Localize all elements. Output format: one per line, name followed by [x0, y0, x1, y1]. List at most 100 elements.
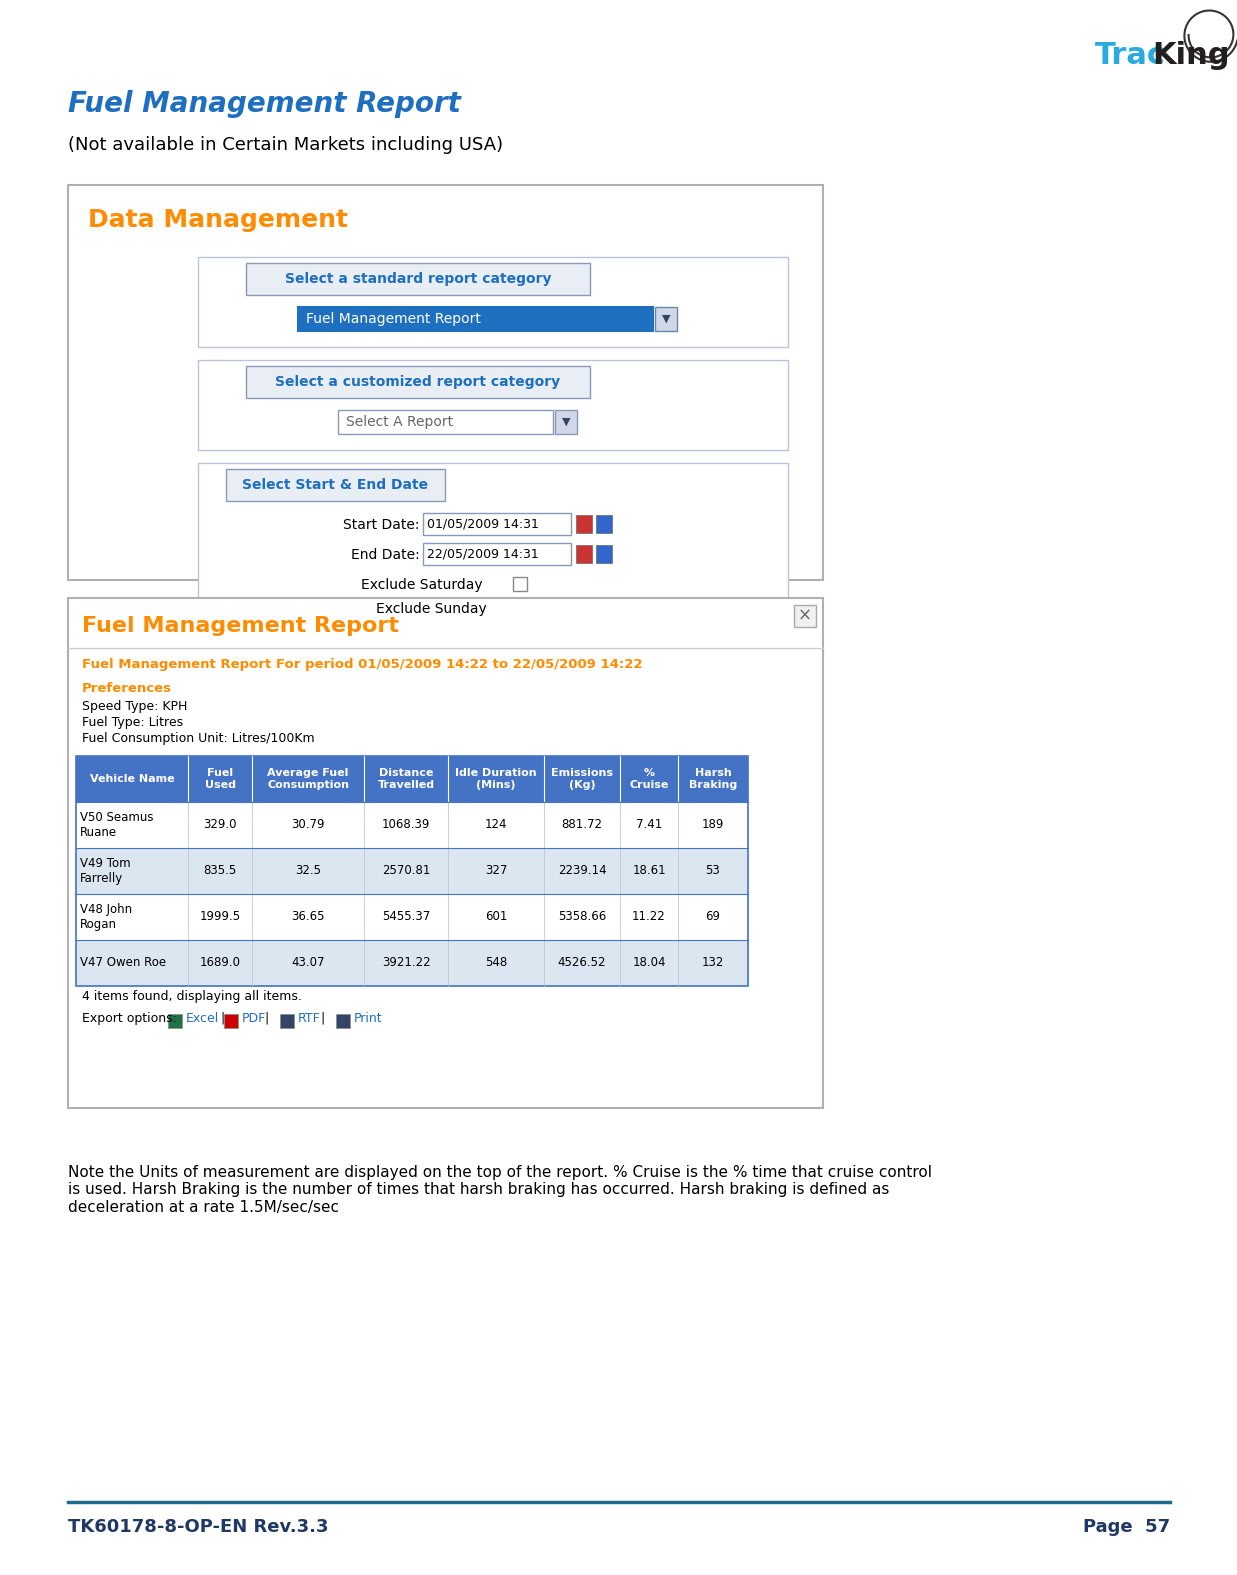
- Text: Idle Duration
(Mins): Idle Duration (Mins): [455, 769, 537, 789]
- Text: |: |: [320, 1013, 324, 1025]
- Text: %
Cruise: % Cruise: [630, 769, 669, 789]
- Text: Data Management: Data Management: [88, 208, 348, 232]
- FancyBboxPatch shape: [423, 513, 571, 536]
- FancyBboxPatch shape: [336, 1014, 350, 1028]
- FancyBboxPatch shape: [794, 605, 816, 627]
- FancyBboxPatch shape: [576, 515, 593, 532]
- Text: 18.61: 18.61: [632, 865, 666, 877]
- Text: 32.5: 32.5: [294, 865, 320, 877]
- Text: 18.04: 18.04: [632, 956, 666, 970]
- Text: V48 John
Rogan: V48 John Rogan: [80, 902, 132, 931]
- Text: 4 items found, displaying all items.: 4 items found, displaying all items.: [82, 991, 302, 1003]
- Text: 7.41: 7.41: [636, 819, 662, 832]
- Text: King: King: [1152, 41, 1230, 69]
- Text: Exclude Sunday: Exclude Sunday: [376, 602, 486, 616]
- FancyBboxPatch shape: [656, 307, 677, 331]
- Text: |: |: [220, 1013, 224, 1025]
- FancyBboxPatch shape: [198, 463, 788, 621]
- Text: TK60178-8-OP-EN Rev.3.3: TK60178-8-OP-EN Rev.3.3: [68, 1518, 329, 1536]
- Text: Note the Units of measurement are displayed on the top of the report. % Cruise i: Note the Units of measurement are displa…: [68, 1166, 931, 1214]
- Text: Fuel Management Report: Fuel Management Report: [68, 90, 461, 118]
- FancyBboxPatch shape: [75, 802, 748, 847]
- Text: 01/05/2009 14:31: 01/05/2009 14:31: [427, 518, 539, 531]
- Text: 43.07: 43.07: [291, 956, 325, 970]
- FancyBboxPatch shape: [280, 1014, 294, 1028]
- Text: Emissions
(Kg): Emissions (Kg): [550, 769, 614, 789]
- Text: GENERATE REPORT: GENERATE REPORT: [376, 649, 538, 665]
- FancyBboxPatch shape: [298, 307, 653, 331]
- Text: 30.79: 30.79: [291, 819, 325, 832]
- Text: 1068.39: 1068.39: [382, 819, 430, 832]
- FancyBboxPatch shape: [513, 576, 527, 591]
- Text: 69: 69: [705, 910, 720, 923]
- Text: 329.0: 329.0: [203, 819, 236, 832]
- Text: 3921.22: 3921.22: [382, 956, 430, 970]
- FancyBboxPatch shape: [198, 257, 788, 346]
- Text: Average Fuel
Consumption: Average Fuel Consumption: [267, 769, 349, 789]
- Text: 11.22: 11.22: [632, 910, 666, 923]
- Text: 22/05/2009 14:31: 22/05/2009 14:31: [427, 548, 539, 561]
- FancyBboxPatch shape: [513, 602, 527, 614]
- Text: Fuel Management Report: Fuel Management Report: [82, 616, 400, 636]
- Text: Fuel Type: Litres: Fuel Type: Litres: [82, 717, 183, 729]
- Text: 4526.52: 4526.52: [558, 956, 606, 970]
- Text: |: |: [263, 1013, 268, 1025]
- FancyBboxPatch shape: [198, 361, 788, 450]
- Text: 327: 327: [485, 865, 507, 877]
- Text: V49 Tom
Farrelly: V49 Tom Farrelly: [80, 857, 131, 885]
- Text: Select A Report: Select A Report: [346, 414, 453, 428]
- FancyBboxPatch shape: [555, 410, 576, 435]
- Text: Print: Print: [354, 1013, 382, 1025]
- Text: Harsh
Braking: Harsh Braking: [689, 769, 737, 789]
- Text: Vehicle Name: Vehicle Name: [90, 773, 174, 784]
- FancyBboxPatch shape: [224, 1014, 238, 1028]
- FancyBboxPatch shape: [576, 545, 593, 562]
- FancyBboxPatch shape: [68, 184, 823, 580]
- FancyBboxPatch shape: [75, 895, 748, 940]
- FancyBboxPatch shape: [226, 469, 445, 501]
- FancyBboxPatch shape: [75, 847, 748, 895]
- Text: PDF: PDF: [242, 1013, 266, 1025]
- FancyBboxPatch shape: [338, 410, 553, 435]
- Text: Trac: Trac: [1095, 41, 1166, 69]
- Text: Fuel Management Report: Fuel Management Report: [306, 312, 481, 326]
- FancyBboxPatch shape: [68, 598, 823, 1107]
- Text: ▼: ▼: [662, 313, 670, 324]
- Text: Fuel Consumption Unit: Litres/100Km: Fuel Consumption Unit: Litres/100Km: [82, 732, 314, 745]
- Text: 53: 53: [705, 865, 720, 877]
- Text: 1689.0: 1689.0: [199, 956, 240, 970]
- FancyBboxPatch shape: [75, 940, 748, 986]
- Text: V47 Owen Roe: V47 Owen Roe: [80, 956, 166, 970]
- Text: Start Date:: Start Date:: [343, 518, 419, 532]
- Text: 36.65: 36.65: [291, 910, 325, 923]
- Text: End Date:: End Date:: [351, 548, 419, 562]
- Text: 835.5: 835.5: [203, 865, 236, 877]
- FancyBboxPatch shape: [596, 515, 612, 532]
- Text: 881.72: 881.72: [562, 819, 602, 832]
- Text: Fuel Management Report For period 01/05/2009 14:22 to 22/05/2009 14:22: Fuel Management Report For period 01/05/…: [82, 658, 642, 671]
- Text: 189: 189: [701, 819, 724, 832]
- Text: Select a standard report category: Select a standard report category: [285, 272, 552, 287]
- Text: 601: 601: [485, 910, 507, 923]
- Text: Page  57: Page 57: [1082, 1518, 1170, 1536]
- Text: ▼: ▼: [562, 417, 570, 427]
- Text: RTF: RTF: [298, 1013, 320, 1025]
- Text: 548: 548: [485, 956, 507, 970]
- FancyBboxPatch shape: [423, 543, 571, 565]
- Text: 132: 132: [701, 956, 724, 970]
- Text: 2570.81: 2570.81: [382, 865, 430, 877]
- Text: Export options:: Export options:: [82, 1013, 177, 1025]
- FancyBboxPatch shape: [323, 641, 591, 673]
- FancyBboxPatch shape: [246, 365, 590, 398]
- FancyBboxPatch shape: [596, 545, 612, 562]
- FancyBboxPatch shape: [246, 263, 590, 295]
- Text: Distance
Travelled: Distance Travelled: [377, 769, 434, 789]
- Text: Select a customized report category: Select a customized report category: [276, 375, 560, 389]
- Text: Preferences: Preferences: [82, 682, 172, 695]
- Text: V50 Seamus
Ruane: V50 Seamus Ruane: [80, 811, 153, 839]
- Text: Speed Type: KPH: Speed Type: KPH: [82, 699, 187, 713]
- Text: 5358.66: 5358.66: [558, 910, 606, 923]
- FancyBboxPatch shape: [75, 756, 748, 802]
- Text: Exclude Saturday: Exclude Saturday: [361, 578, 482, 592]
- Text: 124: 124: [485, 819, 507, 832]
